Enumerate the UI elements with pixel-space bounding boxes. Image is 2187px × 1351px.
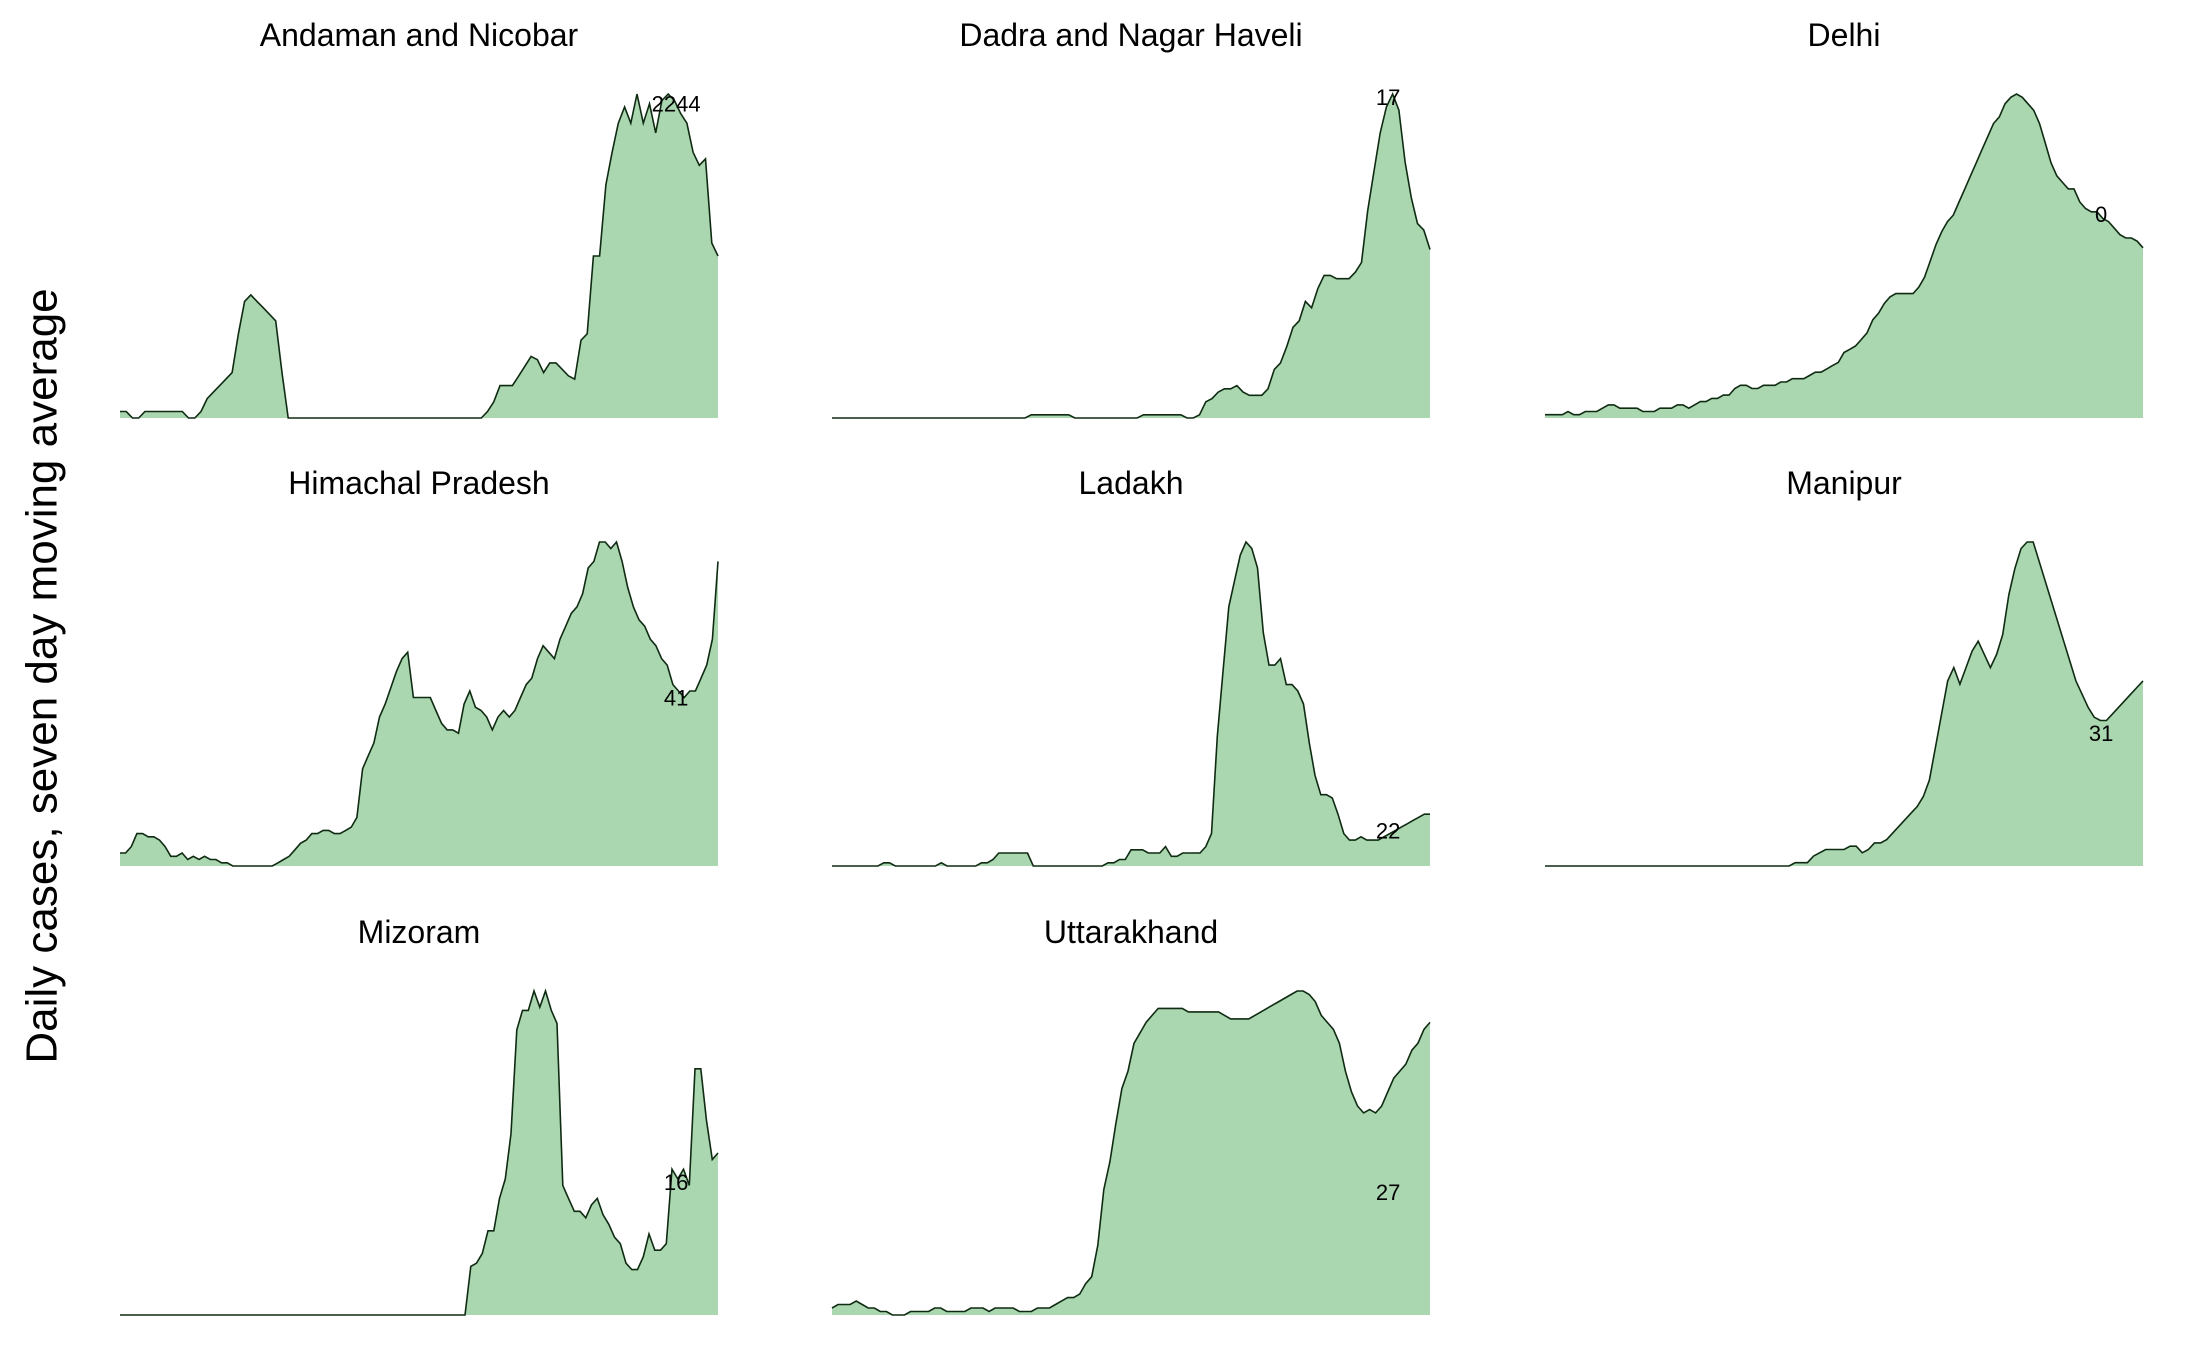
series-line [831, 990, 1431, 1316]
series-line [1545, 93, 2144, 416]
series-line [120, 92, 719, 419]
area-fill [832, 94, 1430, 418]
data-label: 17 [1376, 85, 1400, 110]
series-line [832, 540, 1430, 867]
data-label: 41 [664, 686, 688, 711]
panel-title: Andaman and Nicobar [260, 17, 579, 53]
panel-uttarakhand: Uttarakhand 27 [831, 914, 1431, 1316]
panel-delhi: Delhi 0 [1545, 17, 2144, 418]
data-label: 22 [1376, 818, 1400, 843]
area-fill [1545, 542, 2143, 866]
data-label: 0 [2095, 202, 2107, 227]
panel-title: Delhi [1808, 17, 1881, 53]
panel-dadra-and-nagar-haveli: Dadra and Nagar Haveli 17 [832, 17, 1431, 419]
area-fill [120, 991, 718, 1315]
series-line [1545, 541, 2144, 867]
area-fill [832, 542, 1430, 866]
panel-mizoram: Mizoram 16 [120, 914, 719, 1316]
panel-manipur: Manipur 31 [1545, 465, 2144, 867]
panel-title: Mizoram [358, 914, 481, 950]
area-fill [120, 94, 718, 418]
data-label: 2244 [652, 92, 701, 117]
panel-title: Ladakh [1079, 465, 1184, 501]
panel-ladakh: Ladakh 22 [832, 465, 1430, 867]
panel-title: Dadra and Nagar Haveli [959, 17, 1302, 53]
series-line [120, 988, 719, 1316]
area-fill [120, 542, 718, 866]
panel-title: Himachal Pradesh [288, 465, 549, 501]
series-line [832, 91, 1431, 419]
area-fill [832, 991, 1430, 1315]
panel-andaman-and-nicobar: Andaman and Nicobar 2244 [120, 17, 719, 419]
data-label: 31 [2089, 721, 2113, 746]
series-line [120, 540, 719, 867]
data-label: 27 [1376, 1180, 1400, 1205]
panel-title: Manipur [1786, 465, 1902, 501]
panel-title: Uttarakhand [1044, 914, 1218, 950]
panel-himachal-pradesh: Himachal Pradesh 41 [120, 465, 719, 867]
area-fill [1545, 94, 2143, 418]
data-label: 16 [664, 1170, 688, 1195]
